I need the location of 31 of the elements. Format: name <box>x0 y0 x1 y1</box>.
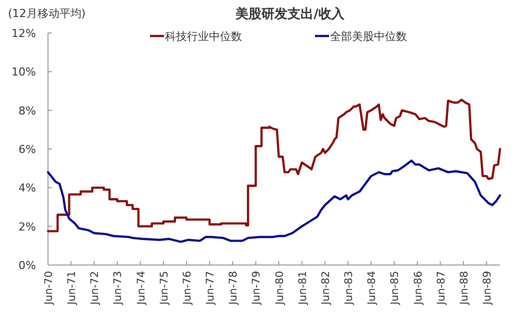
xtick: Jun-70 <box>43 271 55 305</box>
xtick: Jun-78 <box>228 271 240 305</box>
xtick: Jun-80 <box>274 271 286 305</box>
xtick: Jun-79 <box>250 271 263 305</box>
xtick: Jun-71 <box>66 271 78 305</box>
xtick: Jun-72 <box>89 271 102 305</box>
xtick: Jun-73 <box>112 271 124 305</box>
xtick: Jun-74 <box>135 271 148 305</box>
ytick: 0% <box>18 259 36 272</box>
ytick: 8% <box>18 104 36 118</box>
xtick: Jun-81 <box>296 271 309 305</box>
ytick: 6% <box>18 143 36 156</box>
ytick: 2% <box>18 220 36 234</box>
legend-label: 科技行业中位数 <box>165 30 242 43</box>
xtick: Jun-77 <box>204 271 217 305</box>
xtick: Jun-85 <box>389 271 402 305</box>
xtick: Jun-86 <box>412 271 424 305</box>
xtick: Jun-76 <box>181 271 194 305</box>
xtick: Jun-89 <box>482 271 494 305</box>
ytick: 12% <box>12 27 36 40</box>
legend-label: 全部美股中位数 <box>330 30 407 43</box>
xtick: Jun-82 <box>320 271 332 305</box>
xtick: Jun-75 <box>158 271 170 305</box>
xtick: Jun-87 <box>435 271 448 305</box>
title: 美股研发支出/收入 <box>236 7 344 22</box>
annotation: (12月移动平均) <box>8 7 86 20</box>
ytick: 10% <box>12 66 36 79</box>
ytick: 4% <box>18 182 36 195</box>
xtick: Jun-88 <box>458 271 470 305</box>
xtick: Jun-83 <box>343 271 356 305</box>
xtick: Jun-84 <box>366 271 378 305</box>
